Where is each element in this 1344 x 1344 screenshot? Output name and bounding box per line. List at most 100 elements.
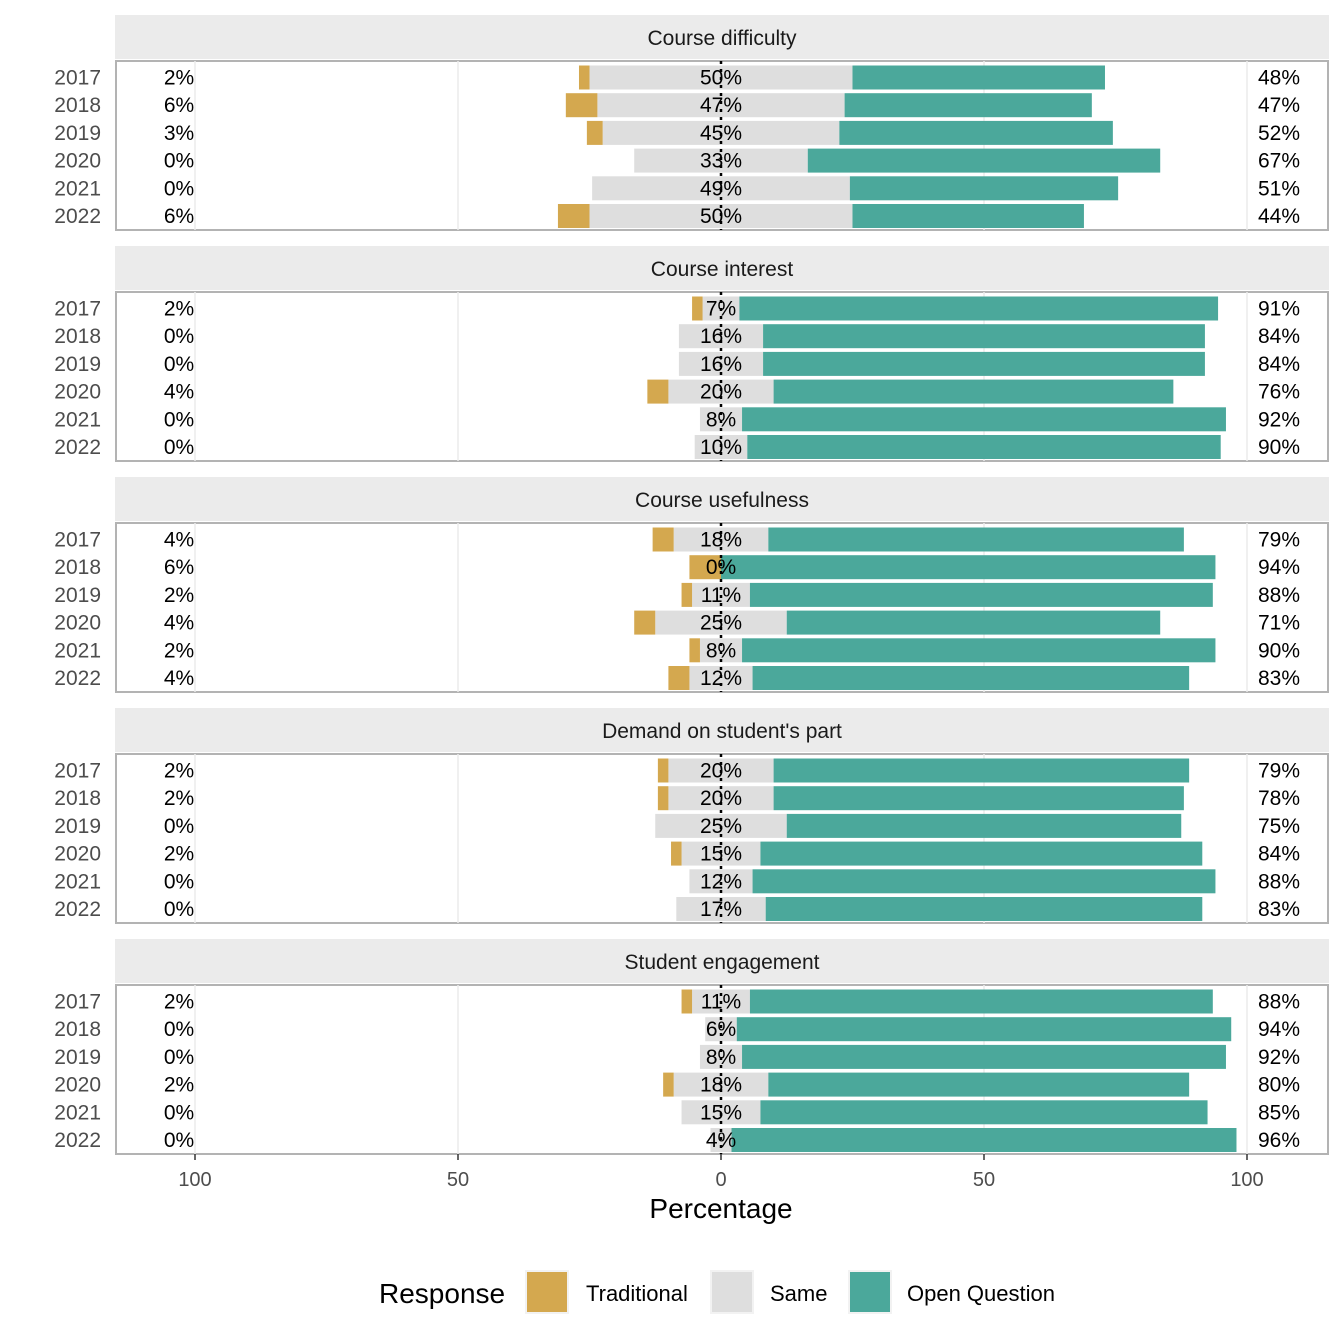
bar-traditional bbox=[565, 93, 598, 118]
bar-traditional bbox=[668, 666, 690, 690]
year-label: 2018 bbox=[54, 325, 101, 348]
label-open-question: 75% bbox=[1258, 815, 1300, 838]
label-traditional: 0% bbox=[164, 1129, 194, 1152]
bar-open-question bbox=[773, 786, 1184, 811]
bar-open-question bbox=[760, 1100, 1208, 1125]
bar-same bbox=[602, 120, 840, 145]
label-traditional: 2% bbox=[164, 584, 194, 607]
label-same: 12% bbox=[700, 667, 742, 690]
year-label: 2017 bbox=[54, 991, 101, 1014]
label-traditional: 0% bbox=[164, 898, 194, 921]
label-same: 8% bbox=[706, 408, 736, 431]
year-label: 2017 bbox=[54, 529, 101, 552]
year-label: 2019 bbox=[54, 815, 101, 838]
label-traditional: 0% bbox=[164, 353, 194, 376]
x-tick-label: 50 bbox=[973, 1169, 995, 1191]
bar-open-question bbox=[768, 1072, 1190, 1097]
label-open-question: 88% bbox=[1258, 991, 1300, 1014]
label-open-question: 80% bbox=[1258, 1074, 1300, 1097]
facet-title: Course interest bbox=[651, 258, 794, 281]
bar-open-question bbox=[736, 1017, 1232, 1042]
facet-title: Demand on student's part bbox=[602, 720, 842, 743]
bar-same bbox=[597, 93, 845, 118]
label-open-question: 51% bbox=[1258, 177, 1300, 200]
bar-same bbox=[705, 1017, 737, 1042]
bar-same bbox=[655, 813, 787, 838]
label-open-question: 94% bbox=[1258, 556, 1300, 579]
label-open-question: 84% bbox=[1258, 325, 1300, 348]
label-traditional: 0% bbox=[164, 1046, 194, 1069]
label-traditional: 2% bbox=[164, 760, 194, 783]
label-same: 49% bbox=[700, 177, 742, 200]
label-open-question: 94% bbox=[1258, 1018, 1300, 1041]
label-open-question: 71% bbox=[1258, 612, 1300, 635]
label-traditional: 4% bbox=[164, 529, 194, 552]
bar-traditional bbox=[689, 638, 700, 663]
facet-strip bbox=[115, 246, 1329, 290]
bar-open-question bbox=[752, 869, 1216, 894]
bar-traditional bbox=[578, 65, 590, 90]
label-traditional: 2% bbox=[164, 67, 194, 90]
label-open-question: 78% bbox=[1258, 787, 1300, 810]
year-label: 2021 bbox=[54, 870, 101, 893]
bar-open-question bbox=[749, 989, 1213, 1014]
bar-open-question bbox=[852, 204, 1084, 228]
bar-same bbox=[689, 869, 753, 894]
bar-open-question bbox=[742, 407, 1226, 432]
bar-open-question bbox=[786, 813, 1182, 838]
bar-same bbox=[678, 324, 764, 349]
bar-traditional bbox=[657, 786, 669, 811]
bar-traditional bbox=[681, 582, 693, 607]
legend-title: Response bbox=[379, 1278, 505, 1309]
bar-same bbox=[634, 148, 808, 173]
label-traditional: 0% bbox=[164, 1018, 194, 1041]
bar-open-question bbox=[739, 296, 1219, 321]
bar-open-question bbox=[752, 666, 1190, 690]
label-same: 0% bbox=[706, 556, 736, 579]
facet-panels: Course difficulty 2017 2% 50% 48% 2018 6% 47% 47… bbox=[54, 15, 1329, 1155]
bar-open-question bbox=[773, 758, 1190, 783]
label-same: 20% bbox=[700, 381, 742, 404]
bar-traditional bbox=[634, 610, 656, 635]
year-label: 2021 bbox=[54, 639, 101, 662]
label-traditional: 2% bbox=[164, 787, 194, 810]
bar-open-question bbox=[849, 176, 1119, 201]
label-same: 17% bbox=[700, 898, 742, 921]
label-same: 12% bbox=[700, 870, 742, 893]
label-same: 50% bbox=[700, 205, 742, 228]
label-open-question: 83% bbox=[1258, 667, 1300, 690]
bar-open-question bbox=[839, 120, 1113, 145]
label-open-question: 83% bbox=[1258, 898, 1300, 921]
bar-same bbox=[592, 176, 850, 201]
label-open-question: 48% bbox=[1258, 67, 1300, 90]
label-traditional: 2% bbox=[164, 639, 194, 662]
year-label: 2020 bbox=[54, 1074, 101, 1097]
year-label: 2019 bbox=[54, 584, 101, 607]
label-traditional: 4% bbox=[164, 612, 194, 635]
bar-traditional bbox=[689, 555, 721, 580]
bar-same bbox=[692, 582, 750, 607]
label-open-question: 96% bbox=[1258, 1129, 1300, 1152]
legend-swatch-same bbox=[712, 1272, 752, 1312]
label-same: 33% bbox=[700, 150, 742, 173]
label-traditional: 2% bbox=[164, 991, 194, 1014]
label-traditional: 0% bbox=[164, 436, 194, 459]
facet-strip bbox=[115, 708, 1329, 752]
bar-same bbox=[655, 610, 787, 635]
bar-traditional bbox=[681, 989, 693, 1014]
x-axis-title: Percentage bbox=[649, 1193, 792, 1224]
bar-open-question bbox=[747, 435, 1221, 459]
legend-label-traditional: Traditional bbox=[586, 1281, 688, 1306]
label-same: 20% bbox=[700, 787, 742, 810]
bar-same bbox=[699, 1044, 743, 1069]
bar-open-question bbox=[749, 582, 1213, 607]
year-label: 2019 bbox=[54, 1046, 101, 1069]
label-traditional: 2% bbox=[164, 843, 194, 866]
facet-strip bbox=[115, 477, 1329, 521]
bar-same bbox=[681, 1100, 761, 1125]
bar-open-question bbox=[763, 351, 1205, 376]
label-same: 15% bbox=[700, 1101, 742, 1124]
